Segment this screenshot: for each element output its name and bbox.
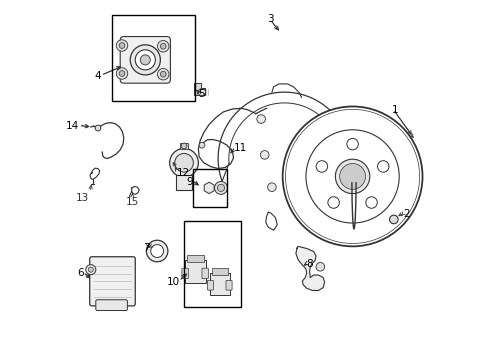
Circle shape xyxy=(140,55,150,65)
Bar xyxy=(212,268,228,275)
Circle shape xyxy=(306,130,399,223)
Circle shape xyxy=(347,138,358,150)
Circle shape xyxy=(160,71,166,77)
Bar xyxy=(184,221,242,307)
Circle shape xyxy=(316,161,328,172)
Circle shape xyxy=(283,107,422,246)
Circle shape xyxy=(170,148,198,177)
FancyBboxPatch shape xyxy=(182,268,188,279)
Bar xyxy=(187,255,204,262)
Circle shape xyxy=(215,181,227,194)
Circle shape xyxy=(147,240,168,262)
Circle shape xyxy=(88,267,93,272)
Bar xyxy=(180,143,188,149)
Circle shape xyxy=(157,68,169,80)
Circle shape xyxy=(116,68,128,79)
Circle shape xyxy=(198,89,205,96)
FancyBboxPatch shape xyxy=(226,280,232,290)
Text: 7: 7 xyxy=(144,243,150,253)
Text: 11: 11 xyxy=(234,143,247,153)
Circle shape xyxy=(157,41,169,52)
Text: 12: 12 xyxy=(177,168,190,178)
Text: 1: 1 xyxy=(392,105,399,115)
Circle shape xyxy=(328,197,340,208)
Circle shape xyxy=(175,153,194,172)
Polygon shape xyxy=(296,246,324,291)
Circle shape xyxy=(268,183,276,192)
Circle shape xyxy=(283,107,422,246)
Text: 15: 15 xyxy=(126,197,139,207)
Circle shape xyxy=(119,71,125,76)
Bar xyxy=(194,83,201,90)
Text: 14: 14 xyxy=(66,121,79,131)
FancyBboxPatch shape xyxy=(207,280,214,290)
Circle shape xyxy=(366,197,377,208)
Bar xyxy=(112,15,195,101)
Circle shape xyxy=(390,215,398,224)
Circle shape xyxy=(116,40,128,51)
Bar xyxy=(194,88,205,95)
Circle shape xyxy=(86,265,96,275)
Text: 5: 5 xyxy=(198,89,205,99)
Circle shape xyxy=(135,50,155,70)
Circle shape xyxy=(95,125,101,131)
Text: 6: 6 xyxy=(77,268,84,278)
Text: 2: 2 xyxy=(403,209,410,219)
Bar xyxy=(210,273,230,295)
Circle shape xyxy=(316,262,324,271)
Circle shape xyxy=(181,143,187,149)
FancyBboxPatch shape xyxy=(202,268,208,279)
Circle shape xyxy=(302,126,403,226)
Bar xyxy=(193,169,227,207)
FancyBboxPatch shape xyxy=(90,257,135,306)
Circle shape xyxy=(130,45,160,75)
Text: 8: 8 xyxy=(306,259,313,269)
Circle shape xyxy=(218,184,224,192)
Circle shape xyxy=(260,150,269,159)
Bar xyxy=(176,175,192,190)
Text: 4: 4 xyxy=(95,71,101,81)
Circle shape xyxy=(377,161,389,172)
Circle shape xyxy=(257,115,266,123)
Text: 9: 9 xyxy=(186,177,193,187)
Circle shape xyxy=(160,43,166,49)
Circle shape xyxy=(286,109,419,243)
Text: 13: 13 xyxy=(76,193,90,203)
Circle shape xyxy=(306,130,399,223)
Bar xyxy=(185,260,206,283)
Circle shape xyxy=(151,244,164,257)
Circle shape xyxy=(335,159,370,194)
FancyBboxPatch shape xyxy=(96,300,127,311)
Text: 3: 3 xyxy=(267,14,273,24)
Text: 10: 10 xyxy=(167,277,180,287)
Circle shape xyxy=(119,42,125,48)
Circle shape xyxy=(199,142,205,148)
Circle shape xyxy=(340,163,366,189)
FancyBboxPatch shape xyxy=(120,37,171,83)
